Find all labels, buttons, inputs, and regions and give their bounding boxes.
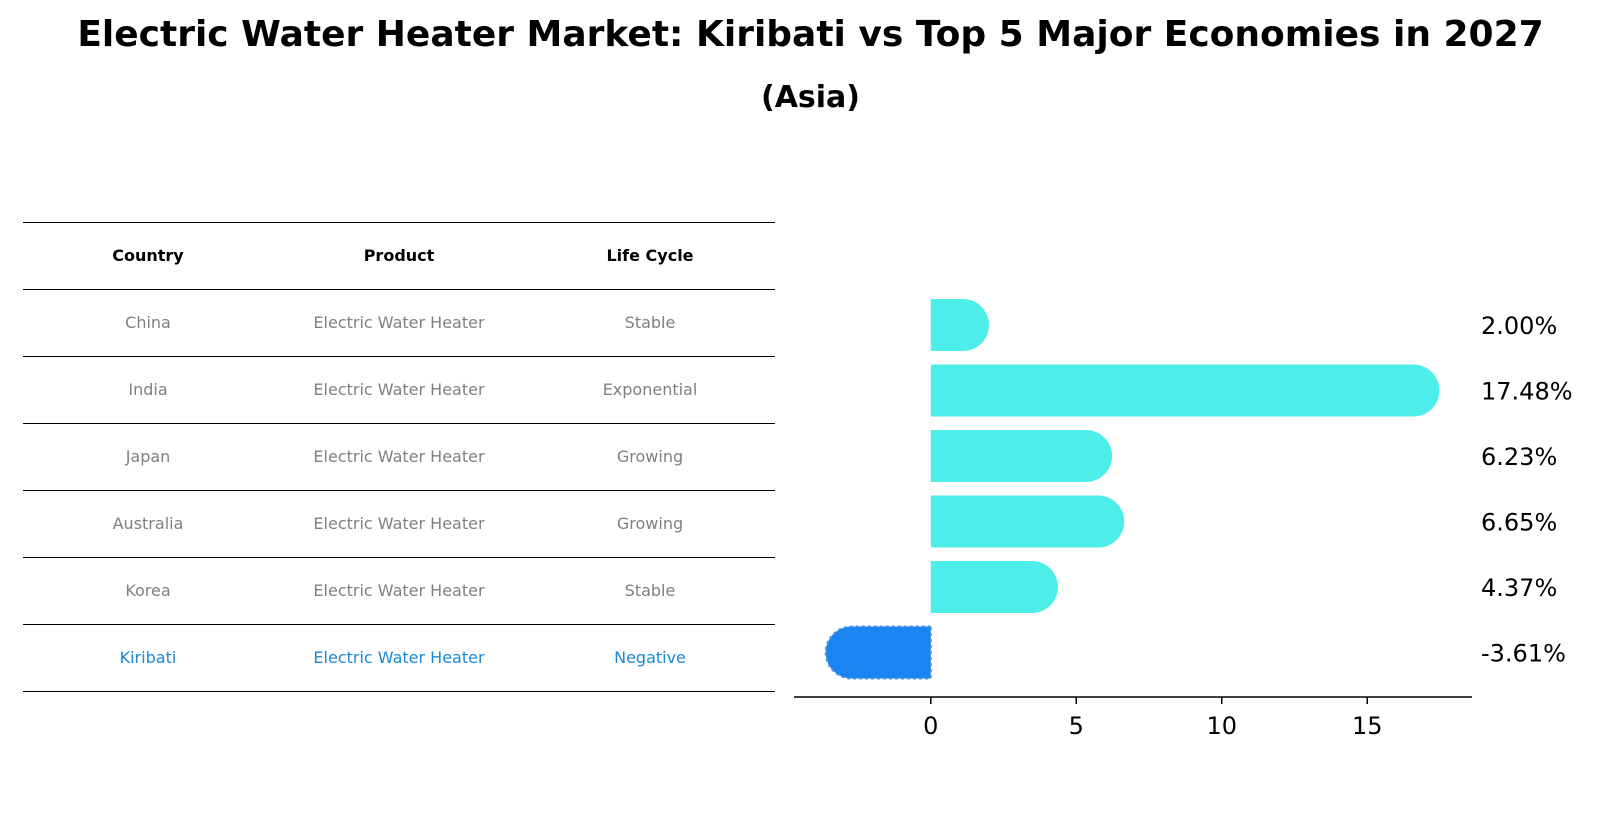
table-header-row: Country Product Life Cycle xyxy=(23,222,775,289)
table-row: Japan Electric Water Heater Growing xyxy=(23,423,775,490)
table-cell-life-cycle: Stable xyxy=(624,313,676,332)
chart-title: Electric Water Heater Market: Kiribati v… xyxy=(77,14,1544,55)
table-row: India Electric Water Heater Exponential xyxy=(23,356,775,423)
table-cell-product: Electric Water Heater xyxy=(313,514,485,533)
data-label: 6.23% xyxy=(1481,443,1557,471)
table-cell-product: Electric Water Heater xyxy=(313,447,485,466)
bar xyxy=(930,495,1125,548)
data-label: 4.37% xyxy=(1481,574,1557,602)
table-cell-country: Australia xyxy=(112,514,184,533)
table-cell-life-cycle: Exponential xyxy=(602,380,698,399)
bar xyxy=(930,430,1113,482)
table-cell-country: Kiribati xyxy=(119,648,177,667)
table-cell-life-cycle: Stable xyxy=(624,581,676,600)
bar xyxy=(930,299,989,351)
table-cell-life-cycle: Growing xyxy=(616,447,684,466)
table-row: Australia Electric Water Heater Growing xyxy=(23,490,775,557)
x-tick-label: 0 xyxy=(923,712,938,740)
chart-subtitle: (Asia) xyxy=(760,80,861,115)
table-row-highlighted: Kiribati Electric Water Heater Negative xyxy=(23,624,775,692)
x-tick-label: 10 xyxy=(1206,712,1237,740)
x-tick-label: 5 xyxy=(1069,712,1084,740)
data-label: 6.65% xyxy=(1481,509,1557,537)
table-cell-life-cycle: Negative xyxy=(614,648,686,667)
bar xyxy=(930,364,1440,417)
table-cell-life-cycle: Growing xyxy=(616,514,684,533)
table-cell-product: Electric Water Heater xyxy=(313,648,485,667)
data-label: 2.00% xyxy=(1481,312,1557,340)
x-tick-label: 15 xyxy=(1352,712,1383,740)
table-cell-country: India xyxy=(128,380,168,399)
data-label: -3.61% xyxy=(1481,640,1566,668)
table-cell-product: Electric Water Heater xyxy=(313,380,485,399)
table-cell-country: China xyxy=(125,313,171,332)
table-row: China Electric Water Heater Stable xyxy=(23,289,775,356)
bar-highlighted xyxy=(824,625,932,680)
table-cell-country: Japan xyxy=(125,447,171,466)
table-row: Korea Electric Water Heater Stable xyxy=(23,557,775,624)
data-table: Country Product Life Cycle China Electri… xyxy=(23,222,775,692)
bar xyxy=(930,561,1058,613)
table-header-life-cycle: Life Cycle xyxy=(606,246,694,265)
data-label: 17.48% xyxy=(1481,378,1573,406)
table-header-product: Product xyxy=(363,246,435,265)
table-cell-product: Electric Water Heater xyxy=(313,581,485,600)
table-cell-product: Electric Water Heater xyxy=(313,313,485,332)
table-cell-country: Korea xyxy=(125,581,171,600)
table-header-country: Country xyxy=(112,246,184,265)
